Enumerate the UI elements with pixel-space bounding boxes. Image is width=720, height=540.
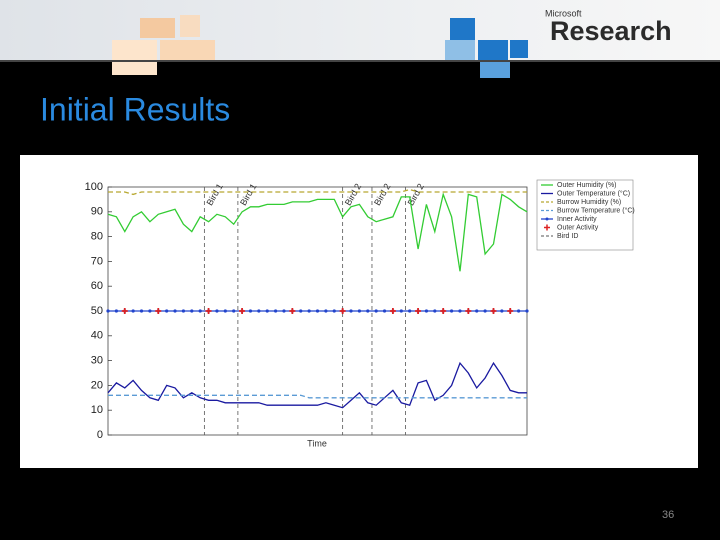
activity-dot: [265, 309, 269, 313]
y-tick-label: 90: [91, 206, 103, 218]
y-tick-label: 50: [91, 305, 103, 317]
activity-dot: [274, 309, 278, 313]
activity-plus: [440, 308, 447, 314]
y-tick-label: 40: [91, 330, 103, 342]
activity-dot: [232, 309, 236, 313]
activity-dot: [525, 309, 529, 313]
activity-plus: [239, 308, 246, 314]
activity-dot: [324, 309, 328, 313]
activity-dot: [181, 309, 186, 313]
legend-label: Inner Activity: [557, 216, 597, 223]
activity-dot: [139, 309, 144, 313]
y-tick-label: 10: [91, 404, 103, 416]
activity-dot: [483, 309, 487, 313]
activity-dot: [332, 309, 336, 313]
activity-dot: [106, 309, 110, 313]
activity-plus: [490, 308, 497, 314]
legend-label: Bird ID: [557, 233, 578, 240]
activity-plus: [415, 308, 422, 314]
header-squares: [112, 15, 528, 78]
activity-plus: [205, 308, 212, 314]
legend-label: Outer Activity: [557, 224, 599, 231]
legend-label: Outer Humidity (%): [557, 182, 617, 189]
legend-label: Burrow Temperature (°C): [557, 206, 635, 214]
activity-dot: [433, 309, 437, 313]
activity-dot: [198, 309, 202, 313]
activity-plus: [339, 308, 346, 314]
y-tick-label: 80: [91, 231, 103, 243]
activity-dot: [307, 309, 311, 313]
series-line: [108, 188, 527, 196]
activity-plus: [155, 308, 162, 314]
series-line: [107, 192, 528, 272]
activity-dot: [131, 309, 135, 313]
legend-label: Burrow Humidity (%): [557, 199, 621, 206]
activity-dot: [223, 309, 227, 313]
activity-dot: [500, 309, 504, 313]
slide-title: Initial Results: [40, 91, 230, 127]
activity-dot: [458, 309, 462, 313]
header-rule: [0, 60, 720, 62]
activity-dot: [449, 309, 454, 313]
y-tick-label: 0: [97, 429, 103, 441]
activity-dot: [248, 309, 253, 313]
activity-dot: [374, 309, 378, 313]
activity-plus: [465, 308, 472, 314]
activity-dot: [173, 309, 177, 313]
legend-box: [536, 179, 634, 251]
activity-dot: [282, 309, 286, 313]
activity-plus: [507, 308, 514, 314]
activity-dot: [148, 309, 152, 313]
y-tick-label: 70: [91, 255, 103, 267]
activity-dot: [299, 309, 303, 313]
logo-small: Microsoft: [545, 8, 582, 18]
activity-dot: [475, 309, 479, 313]
page-number: 36: [662, 509, 674, 521]
activity-dot: [114, 309, 118, 313]
y-tick-label: 20: [91, 379, 103, 391]
activity-dot: [315, 309, 320, 313]
activity-dot: [408, 309, 412, 313]
activity-dot: [517, 309, 521, 313]
legend-marker: [545, 217, 549, 221]
activity-dot: [382, 309, 387, 313]
y-tick-label: 100: [85, 181, 103, 193]
legend-label: Outer Temperature (°C): [557, 189, 630, 197]
activity-dot: [366, 309, 370, 313]
activity-dot: [257, 309, 261, 313]
series-line: [108, 394, 527, 399]
activity-plus: [289, 308, 296, 314]
series-line: [107, 361, 527, 409]
activity-dot: [399, 309, 403, 313]
activity-dot: [190, 309, 194, 313]
logo: Research: [550, 16, 672, 46]
activity-dot: [357, 309, 361, 313]
activity-dot: [215, 309, 219, 313]
legend-marker: [544, 224, 550, 231]
x-axis-label: Time: [307, 438, 327, 448]
activity-dot: [349, 309, 353, 313]
activity-dot: [165, 309, 169, 313]
activity-plus: [389, 308, 396, 314]
activity-plus: [121, 308, 128, 314]
y-tick-label: 60: [91, 280, 103, 292]
y-tick-label: 30: [91, 355, 103, 367]
activity-dot: [424, 309, 429, 313]
